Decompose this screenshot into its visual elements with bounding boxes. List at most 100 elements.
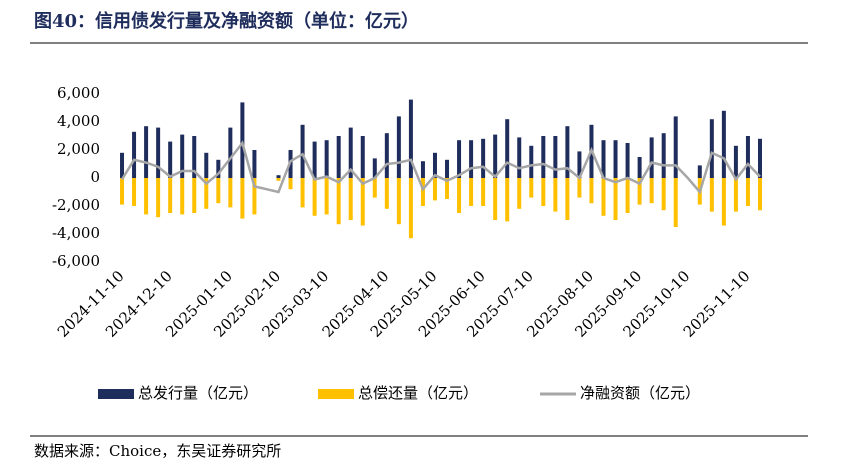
legend-label: 净融资额（亿元） (580, 384, 700, 402)
bar (625, 178, 630, 213)
bar (493, 134, 498, 178)
bar (709, 119, 714, 178)
bar (649, 137, 654, 178)
bar (252, 150, 257, 178)
bar (348, 127, 353, 178)
bar (432, 178, 437, 201)
bar (120, 178, 125, 205)
bar (745, 136, 750, 178)
bar (517, 137, 522, 178)
source-note: 数据来源：Choice，东吴证券研究所 (34, 442, 281, 460)
bar (192, 178, 197, 213)
bar (144, 126, 149, 178)
bar (565, 126, 570, 178)
bar (324, 178, 329, 215)
bar (721, 110, 726, 178)
bar (733, 178, 738, 212)
bar (613, 178, 618, 220)
bar (336, 136, 341, 178)
bar (457, 140, 462, 178)
bar (481, 138, 486, 178)
bar (312, 178, 317, 216)
bar (240, 178, 245, 219)
bar (493, 178, 498, 220)
bar (469, 178, 474, 206)
bar (180, 178, 185, 215)
bar (204, 178, 209, 209)
bar (156, 178, 161, 218)
bar (132, 178, 137, 206)
bar (432, 152, 437, 178)
y-tick-label: -2,000 (52, 196, 100, 214)
bar (649, 178, 654, 204)
bar (348, 178, 353, 220)
bar (216, 159, 221, 178)
bar (625, 143, 630, 178)
bar (420, 178, 425, 206)
bar (457, 178, 462, 213)
bar (565, 178, 570, 220)
y-tick-label: -4,000 (52, 224, 100, 242)
bar (132, 131, 137, 178)
bar (757, 178, 762, 211)
bar (360, 136, 365, 178)
y-tick-label: 6,000 (57, 84, 100, 102)
bar (300, 124, 305, 178)
bar (240, 102, 245, 178)
bar (529, 178, 534, 198)
bar (408, 99, 413, 178)
legend-swatch (318, 389, 354, 399)
bar (168, 178, 173, 213)
bar (180, 134, 185, 178)
bar (324, 140, 329, 178)
bar (396, 116, 401, 178)
bar (529, 145, 534, 178)
bar (228, 178, 233, 208)
legend-label: 总发行量（亿元） (138, 384, 258, 402)
bar (288, 178, 293, 190)
bar (697, 165, 702, 178)
bar (445, 178, 450, 199)
bar (228, 127, 233, 178)
bar (120, 152, 125, 178)
bar (372, 158, 377, 178)
bar (517, 178, 522, 209)
bar (204, 152, 209, 178)
bar (505, 119, 510, 178)
bar (613, 140, 618, 178)
bar (709, 178, 714, 212)
bar (661, 178, 666, 211)
bar (553, 136, 558, 178)
y-tick-label: 4,000 (57, 112, 100, 130)
legend-label: 总偿还量（亿元） (358, 384, 478, 402)
bar (757, 138, 762, 178)
bar (300, 178, 305, 208)
bar (577, 178, 582, 198)
bar (673, 178, 678, 227)
bar (505, 178, 510, 222)
bar (420, 161, 425, 178)
bar (384, 133, 389, 178)
bar (661, 133, 666, 178)
bar (577, 151, 582, 178)
bar (396, 178, 401, 225)
bar (408, 178, 413, 239)
bar (673, 116, 678, 178)
bar (156, 127, 161, 178)
bar (637, 157, 642, 178)
legend-swatch (98, 389, 134, 399)
bar (601, 140, 606, 178)
chart-title: 图40：信用债发行量及净融资额（单位：亿元） (34, 10, 419, 32)
bar (360, 178, 365, 226)
bar (541, 136, 546, 178)
bar (276, 178, 281, 181)
bar (721, 178, 726, 226)
bar (216, 178, 221, 204)
y-tick-label: -6,000 (52, 252, 100, 270)
bar (445, 159, 450, 178)
y-tick-label: 2,000 (57, 140, 100, 158)
bar (589, 178, 594, 204)
bar (553, 178, 558, 212)
bar (637, 178, 642, 205)
